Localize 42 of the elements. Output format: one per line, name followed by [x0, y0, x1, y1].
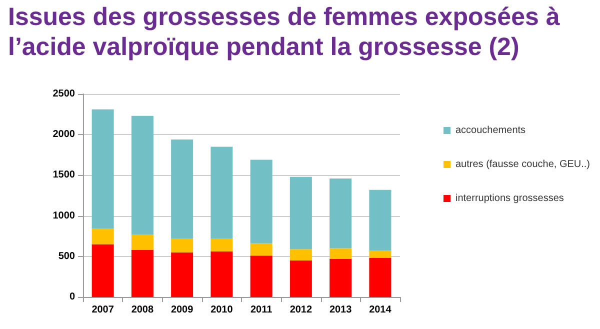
y-tick-label: 0 [69, 292, 76, 302]
bar [131, 250, 154, 297]
chart-title: Issues des grossesses de femmes exposées à l’acide valproïque pendant la grossesse (2) [8, 2, 561, 62]
bar [369, 250, 392, 258]
bar [369, 258, 392, 297]
bar [250, 256, 272, 297]
x-tick-label: 2011 [250, 304, 273, 316]
bar [290, 176, 312, 250]
bar [171, 139, 194, 239]
x-tick-label: 2007 [92, 304, 114, 316]
x-tick-label: 2010 [210, 304, 234, 316]
bar [330, 178, 352, 248]
bar [369, 190, 392, 251]
bar [250, 160, 272, 244]
y-tick-label: 2500 [52, 88, 76, 100]
bar [131, 234, 154, 250]
bar [92, 228, 114, 244]
bar [290, 249, 312, 260]
bar [131, 116, 154, 234]
x-tick-label: 2012 [290, 304, 312, 316]
bar [330, 258, 352, 297]
y-tick-label: 500 [58, 250, 76, 262]
x-tick-label: 2014 [369, 304, 392, 316]
bar [92, 109, 114, 229]
y-tick-label: 1000 [52, 210, 76, 222]
legend-label: autres (fausse couche, GEU..) [456, 159, 590, 170]
x-tick-label: 2008 [131, 304, 154, 316]
x-tick-label: 2013 [329, 304, 352, 316]
bar [171, 238, 194, 252]
bar [210, 252, 233, 297]
bar [92, 244, 114, 297]
legend-label: accouchements [456, 125, 526, 136]
bar [210, 238, 233, 252]
bar [171, 252, 194, 297]
bar [330, 248, 352, 259]
bar [250, 243, 272, 256]
bar [290, 260, 312, 297]
x-tick-label: 2009 [170, 304, 194, 316]
y-tick-label: 1500 [52, 170, 76, 181]
bar [210, 146, 233, 239]
legend-label: interruptions grossesses [456, 193, 564, 204]
y-tick-label: 2000 [52, 129, 76, 140]
